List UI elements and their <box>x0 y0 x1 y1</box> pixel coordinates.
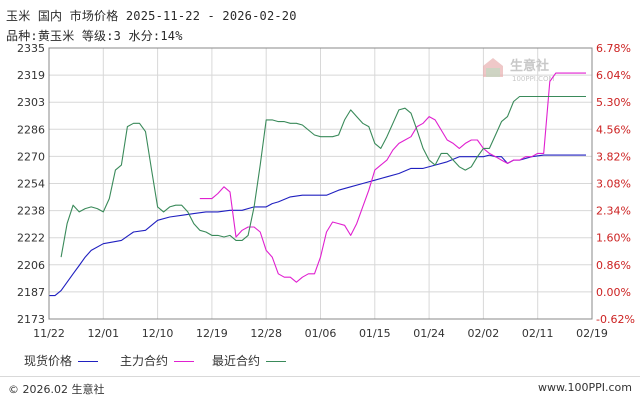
x-tick-label: 01/06 <box>305 327 337 340</box>
footer-copyright: © 2026.02 生意社 <box>8 383 105 396</box>
series-lines <box>49 72 586 297</box>
y-tick-label-right: 0.86% <box>596 259 631 272</box>
footer: © 2026.02 生意社 www.100PPI.com <box>0 376 640 401</box>
grid <box>49 48 592 319</box>
y-tick-label-left: 2303 <box>17 96 45 109</box>
legend-label-recent: 最近合约 <box>212 354 261 368</box>
x-tick-label: 12/28 <box>250 327 282 340</box>
y-tick-label-left: 2286 <box>17 123 45 136</box>
y-tick-label-left: 2206 <box>17 259 45 272</box>
y-tick-label-left: 2319 <box>17 69 45 82</box>
x-tick-label: 11/22 <box>33 327 65 340</box>
x-tick-label: 02/11 <box>522 327 554 340</box>
y-tick-label-left: 2335 <box>17 42 45 55</box>
watermark-brand: 生意社 <box>510 58 549 74</box>
chart-subtitle: 品种:黄玉米 等级:3 水分:14% <box>6 29 183 43</box>
y-tick-label-right: 4.56% <box>596 123 631 136</box>
y-tick-label-left: 2238 <box>17 205 45 218</box>
y-tick-label-left: 2222 <box>17 232 45 245</box>
x-tick-label: 01/15 <box>359 327 391 340</box>
x-tick-label: 02/19 <box>576 327 608 340</box>
x-tick-label: 12/10 <box>142 327 174 340</box>
legend-label-main: 主力合约 <box>120 354 169 368</box>
chart-title: 玉米 国内 市场价格 2025-11-22 - 2026-02-20 <box>6 9 297 23</box>
legend-swatch-recent <box>266 361 287 362</box>
y-tick-label-right: 0.00% <box>596 286 631 299</box>
y-tick-label-left: 2173 <box>17 313 45 326</box>
series-line-recent <box>60 95 586 258</box>
y-tick-label-left: 2187 <box>17 286 45 299</box>
x-tick-label: 01/24 <box>413 327 445 340</box>
x-tick-label: 12/19 <box>196 327 228 340</box>
series-line-main <box>199 72 586 283</box>
x-tick-label: 02/02 <box>468 327 500 340</box>
legend-swatch-main <box>174 361 195 362</box>
x-tick-label: 12/01 <box>87 327 119 340</box>
series-line-spot <box>49 154 586 297</box>
watermark-url: 100PPI.COM <box>512 75 555 83</box>
legend-item-recent: 最近合约 <box>212 352 287 369</box>
y-tick-label-right: 3.82% <box>596 150 631 163</box>
axes: 2335 6.78% 2319 6.04% 2303 5.30% 2286 4.56% 2270… <box>17 42 635 340</box>
y-tick-label-right: 5.30% <box>596 96 631 109</box>
y-tick-label-right: 1.60% <box>596 232 631 245</box>
legend-swatch-spot <box>78 361 99 362</box>
legend-item-spot: 现货价格 <box>24 352 99 369</box>
y-tick-label-right: 6.04% <box>596 69 631 82</box>
footer-site-link[interactable]: www.100PPI.com <box>538 381 632 394</box>
legend: 现货价格 主力合约 最近合约 <box>0 352 640 370</box>
plot-frame <box>48 47 593 320</box>
y-tick-label-left: 2254 <box>17 178 45 191</box>
legend-item-main: 主力合约 <box>120 352 195 369</box>
legend-label-spot: 现货价格 <box>24 354 73 368</box>
house-icon-base <box>486 68 500 77</box>
y-tick-label-right: 6.78% <box>596 42 631 55</box>
y-tick-label-left: 2270 <box>17 150 45 163</box>
y-tick-label-right: 3.08% <box>596 178 631 191</box>
y-tick-label-right: -0.62% <box>596 313 635 326</box>
y-tick-label-right: 2.34% <box>596 205 631 218</box>
watermark-logo: 生意社 100PPI.COM <box>483 58 555 83</box>
